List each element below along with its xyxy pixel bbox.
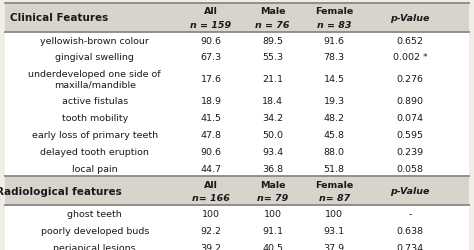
Text: 100: 100 [325,210,343,218]
Text: n= 79: n= 79 [257,194,288,202]
Text: 0.652: 0.652 [397,36,423,45]
Text: 92.2: 92.2 [201,226,221,235]
Text: 78.3: 78.3 [324,53,345,62]
Text: 36.8: 36.8 [262,164,283,173]
Text: 40.5: 40.5 [262,243,283,250]
Text: 18.9: 18.9 [201,97,221,106]
Text: Male: Male [260,180,285,189]
Text: p-Value: p-Value [390,187,430,196]
Text: 100: 100 [202,210,220,218]
Text: 100: 100 [264,210,282,218]
Text: 91.6: 91.6 [324,36,345,45]
Text: local pain: local pain [72,164,118,173]
FancyBboxPatch shape [5,4,469,32]
Text: n= 166: n= 166 [192,194,230,202]
Text: 89.5: 89.5 [262,36,283,45]
Text: 90.6: 90.6 [201,36,221,45]
Text: 0.276: 0.276 [397,75,423,84]
FancyBboxPatch shape [5,177,469,206]
Text: Radiological features: Radiological features [0,186,122,196]
Text: Clinical Features: Clinical Features [10,13,109,23]
Text: 51.8: 51.8 [324,164,345,173]
Text: 44.7: 44.7 [201,164,221,173]
Text: 91.1: 91.1 [262,226,283,235]
Text: 0.734: 0.734 [396,243,424,250]
Text: All: All [204,8,218,16]
Text: 0.002 *: 0.002 * [392,53,428,62]
Text: 0.239: 0.239 [396,147,424,156]
Text: 0.638: 0.638 [396,226,424,235]
Text: gingival swelling: gingival swelling [55,53,134,62]
Text: 14.5: 14.5 [324,75,345,84]
Text: 37.9: 37.9 [324,243,345,250]
Text: 21.1: 21.1 [262,75,283,84]
Text: 47.8: 47.8 [201,130,221,139]
Text: Female: Female [315,8,353,16]
Text: Male: Male [260,8,285,16]
FancyBboxPatch shape [5,4,469,250]
Text: 0.595: 0.595 [397,130,423,139]
Text: 90.6: 90.6 [201,147,221,156]
Text: yellowish-brown colour: yellowish-brown colour [40,36,149,45]
Text: 93.1: 93.1 [324,226,345,235]
Text: n = 159: n = 159 [191,21,231,30]
Text: 41.5: 41.5 [201,114,221,122]
Text: n = 76: n = 76 [255,21,290,30]
Text: 0.058: 0.058 [397,164,423,173]
Text: tooth mobility: tooth mobility [62,114,128,122]
Text: 88.0: 88.0 [324,147,345,156]
Text: 93.4: 93.4 [262,147,283,156]
Text: All: All [204,180,218,189]
Text: ghost teeth: ghost teeth [67,210,122,218]
Text: 67.3: 67.3 [201,53,221,62]
Text: 19.3: 19.3 [324,97,345,106]
Text: 48.2: 48.2 [324,114,345,122]
Text: n= 87: n= 87 [319,194,350,202]
Text: 17.6: 17.6 [201,75,221,84]
Text: 55.3: 55.3 [262,53,283,62]
Text: 50.0: 50.0 [262,130,283,139]
Text: n = 83: n = 83 [317,21,351,30]
Text: periapical lesions: periapical lesions [54,243,136,250]
Text: underdeveloped one side of
maxilla/mandible: underdeveloped one side of maxilla/mandi… [28,70,161,89]
Text: Female: Female [315,180,353,189]
Text: -: - [408,210,412,218]
Text: 39.2: 39.2 [201,243,221,250]
Text: active fistulas: active fistulas [62,97,128,106]
Text: 45.8: 45.8 [324,130,345,139]
Text: 34.2: 34.2 [262,114,283,122]
Text: poorly developed buds: poorly developed buds [41,226,149,235]
Text: p-Value: p-Value [390,14,430,22]
Text: delayed tooth eruption: delayed tooth eruption [40,147,149,156]
Text: 0.890: 0.890 [397,97,423,106]
Text: 0.074: 0.074 [397,114,423,122]
Text: 18.4: 18.4 [262,97,283,106]
Text: early loss of primary teeth: early loss of primary teeth [32,130,158,139]
